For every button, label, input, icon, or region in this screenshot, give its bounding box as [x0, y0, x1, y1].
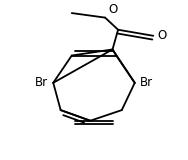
Text: O: O: [109, 3, 118, 16]
Text: Br: Br: [140, 76, 153, 89]
Text: O: O: [157, 29, 166, 42]
Text: Br: Br: [35, 76, 48, 89]
